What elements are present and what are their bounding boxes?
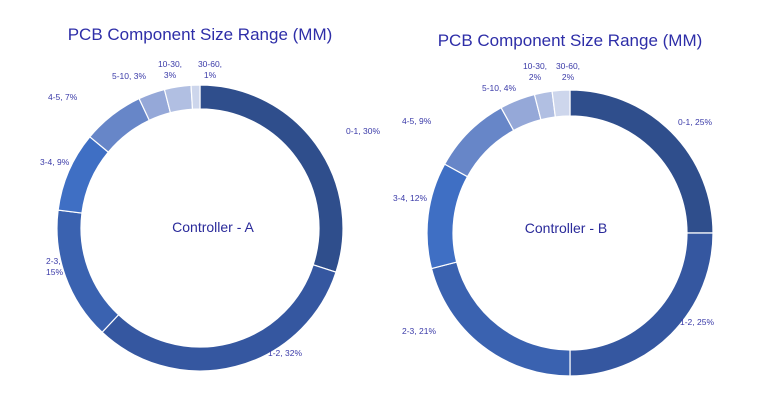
chart-b-slice-4-5 (443, 106, 515, 178)
chart-a-center-label: Controller - A (172, 219, 254, 235)
chart-b-data-label-1-2: 1-2, 25% (680, 317, 714, 327)
chart-a-data-label-1-2: 1-2, 32% (268, 348, 302, 358)
chart-a-data-label-10-30: 10-30, 3% (158, 59, 182, 80)
chart-b-slices (426, 89, 714, 377)
chart-b-data-label-0-1: 0-1, 25% (678, 117, 712, 127)
chart-b-data-label-5-10: 5-10, 4% (482, 83, 516, 93)
chart-a-slices (56, 84, 344, 372)
chart-b-data-label-2-3: 2-3, 21% (402, 326, 436, 336)
chart-b-slice-0-1 (569, 89, 714, 234)
chart-a-slice-0-1 (199, 84, 344, 273)
chart-b-slice-30-60 (551, 89, 571, 118)
chart-b-data-label-3-4: 3-4, 12% (393, 193, 427, 203)
chart-b-slice-3-4 (426, 163, 469, 270)
chart-a-data-label-2-3: 2-3, 15% (46, 256, 63, 277)
chart-b-labels: 0-1, 25% 1-2, 25% 2-3, 21% 3-4, 12% 4-5, 9% 5… (393, 61, 714, 336)
chart-b-data-label-30-60: 30-60, 2% (556, 61, 580, 82)
chart-b-center-label: Controller - B (525, 220, 607, 236)
chart-a-slice-30-60 (190, 84, 201, 110)
chart-a-data-label-4-5: 4-5, 7% (48, 92, 78, 102)
chart-a-slice-3-4 (57, 136, 110, 214)
chart-b-slice-1-2 (569, 232, 714, 377)
donut-chart-a: PCB Component Size Range (MM) 0-1, 30% 1-… (40, 25, 380, 372)
chart-b-data-label-10-30: 10-30, 2% (523, 61, 547, 82)
chart-a-data-label-5-10: 5-10, 3% (112, 71, 146, 81)
chart-a-slice-2-3 (56, 209, 120, 334)
chart-a-title: PCB Component Size Range (MM) (68, 25, 333, 44)
chart-a-data-label-0-1: 0-1, 30% (346, 126, 380, 136)
chart-b-title: PCB Component Size Range (MM) (438, 31, 703, 50)
chart-a-labels: 0-1, 30% 1-2, 32% 2-3, 15% 3-4, 9% 4-5, 7% 5-1… (40, 59, 380, 358)
donut-chart-b: PCB Component Size Range (MM) 0-1, 25% 1-… (393, 31, 714, 377)
chart-a-data-label-3-4: 3-4, 9% (40, 157, 70, 167)
chart-b-data-label-4-5: 4-5, 9% (402, 116, 432, 126)
chart-b-slice-2-3 (430, 261, 571, 377)
chart-a-data-label-30-60: 30-60, 1% (198, 59, 222, 80)
chart-a-slice-4-5 (88, 97, 151, 153)
